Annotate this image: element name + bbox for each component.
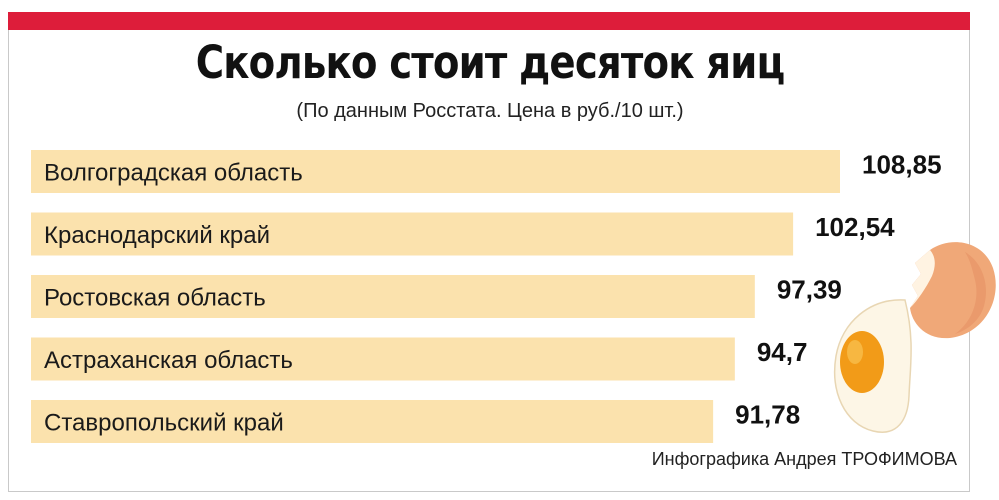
category-label: Краснодарский край: [44, 222, 270, 249]
accent-bar: [8, 12, 970, 30]
value-label: 94,7: [757, 337, 808, 367]
chart-title: Сколько стоит десяток яиц: [195, 36, 785, 89]
bar-1: [31, 150, 840, 193]
bar-5: [31, 400, 714, 443]
value-label: 108,85: [862, 150, 942, 180]
value-label: 91,78: [735, 400, 800, 430]
category-label: Волгоградская область: [44, 160, 303, 187]
value-label: 102,54: [815, 212, 895, 242]
bar-4: [31, 337, 735, 381]
category-label: Ростовская область: [44, 285, 266, 312]
cracked-egg-icon: [834, 242, 996, 433]
credit-text: Инфографика Андрея ТРОФИМОВА: [651, 449, 957, 469]
bars-layer: Волгоградская область 108,85 Краснодарский…: [31, 150, 942, 443]
value-label: 97,39: [777, 275, 842, 305]
chart-subtitle: (По данным Росстата. Цена в руб./10 шт.): [296, 100, 684, 122]
category-label: Астраханская область: [44, 347, 293, 374]
bar-2: [31, 212, 794, 256]
bar-3: [31, 275, 755, 318]
category-label: Ставропольский край: [44, 410, 284, 437]
